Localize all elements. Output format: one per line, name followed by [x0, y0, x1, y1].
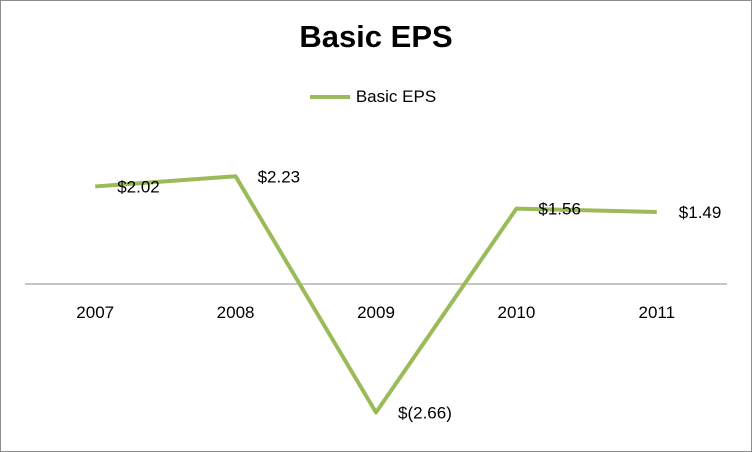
data-label: $1.56 — [538, 200, 581, 219]
data-label: $2.23 — [258, 167, 301, 186]
x-tick-label: 2007 — [76, 303, 114, 322]
data-label: $1.49 — [679, 203, 722, 222]
data-label: $(2.66) — [398, 403, 452, 422]
data-label: $2.02 — [117, 177, 160, 196]
x-tick-label: 2011 — [639, 303, 676, 322]
x-tick-label: 2009 — [357, 303, 395, 322]
chart-title: Basic EPS — [299, 19, 453, 54]
legend-label-basic-eps: Basic EPS — [355, 87, 437, 106]
chart-legend: Basic EPS — [1, 87, 751, 107]
x-tick-label: 2008 — [217, 303, 255, 322]
legend-swatch-basic-eps — [309, 95, 350, 99]
x-tick-label: 2010 — [497, 303, 535, 322]
